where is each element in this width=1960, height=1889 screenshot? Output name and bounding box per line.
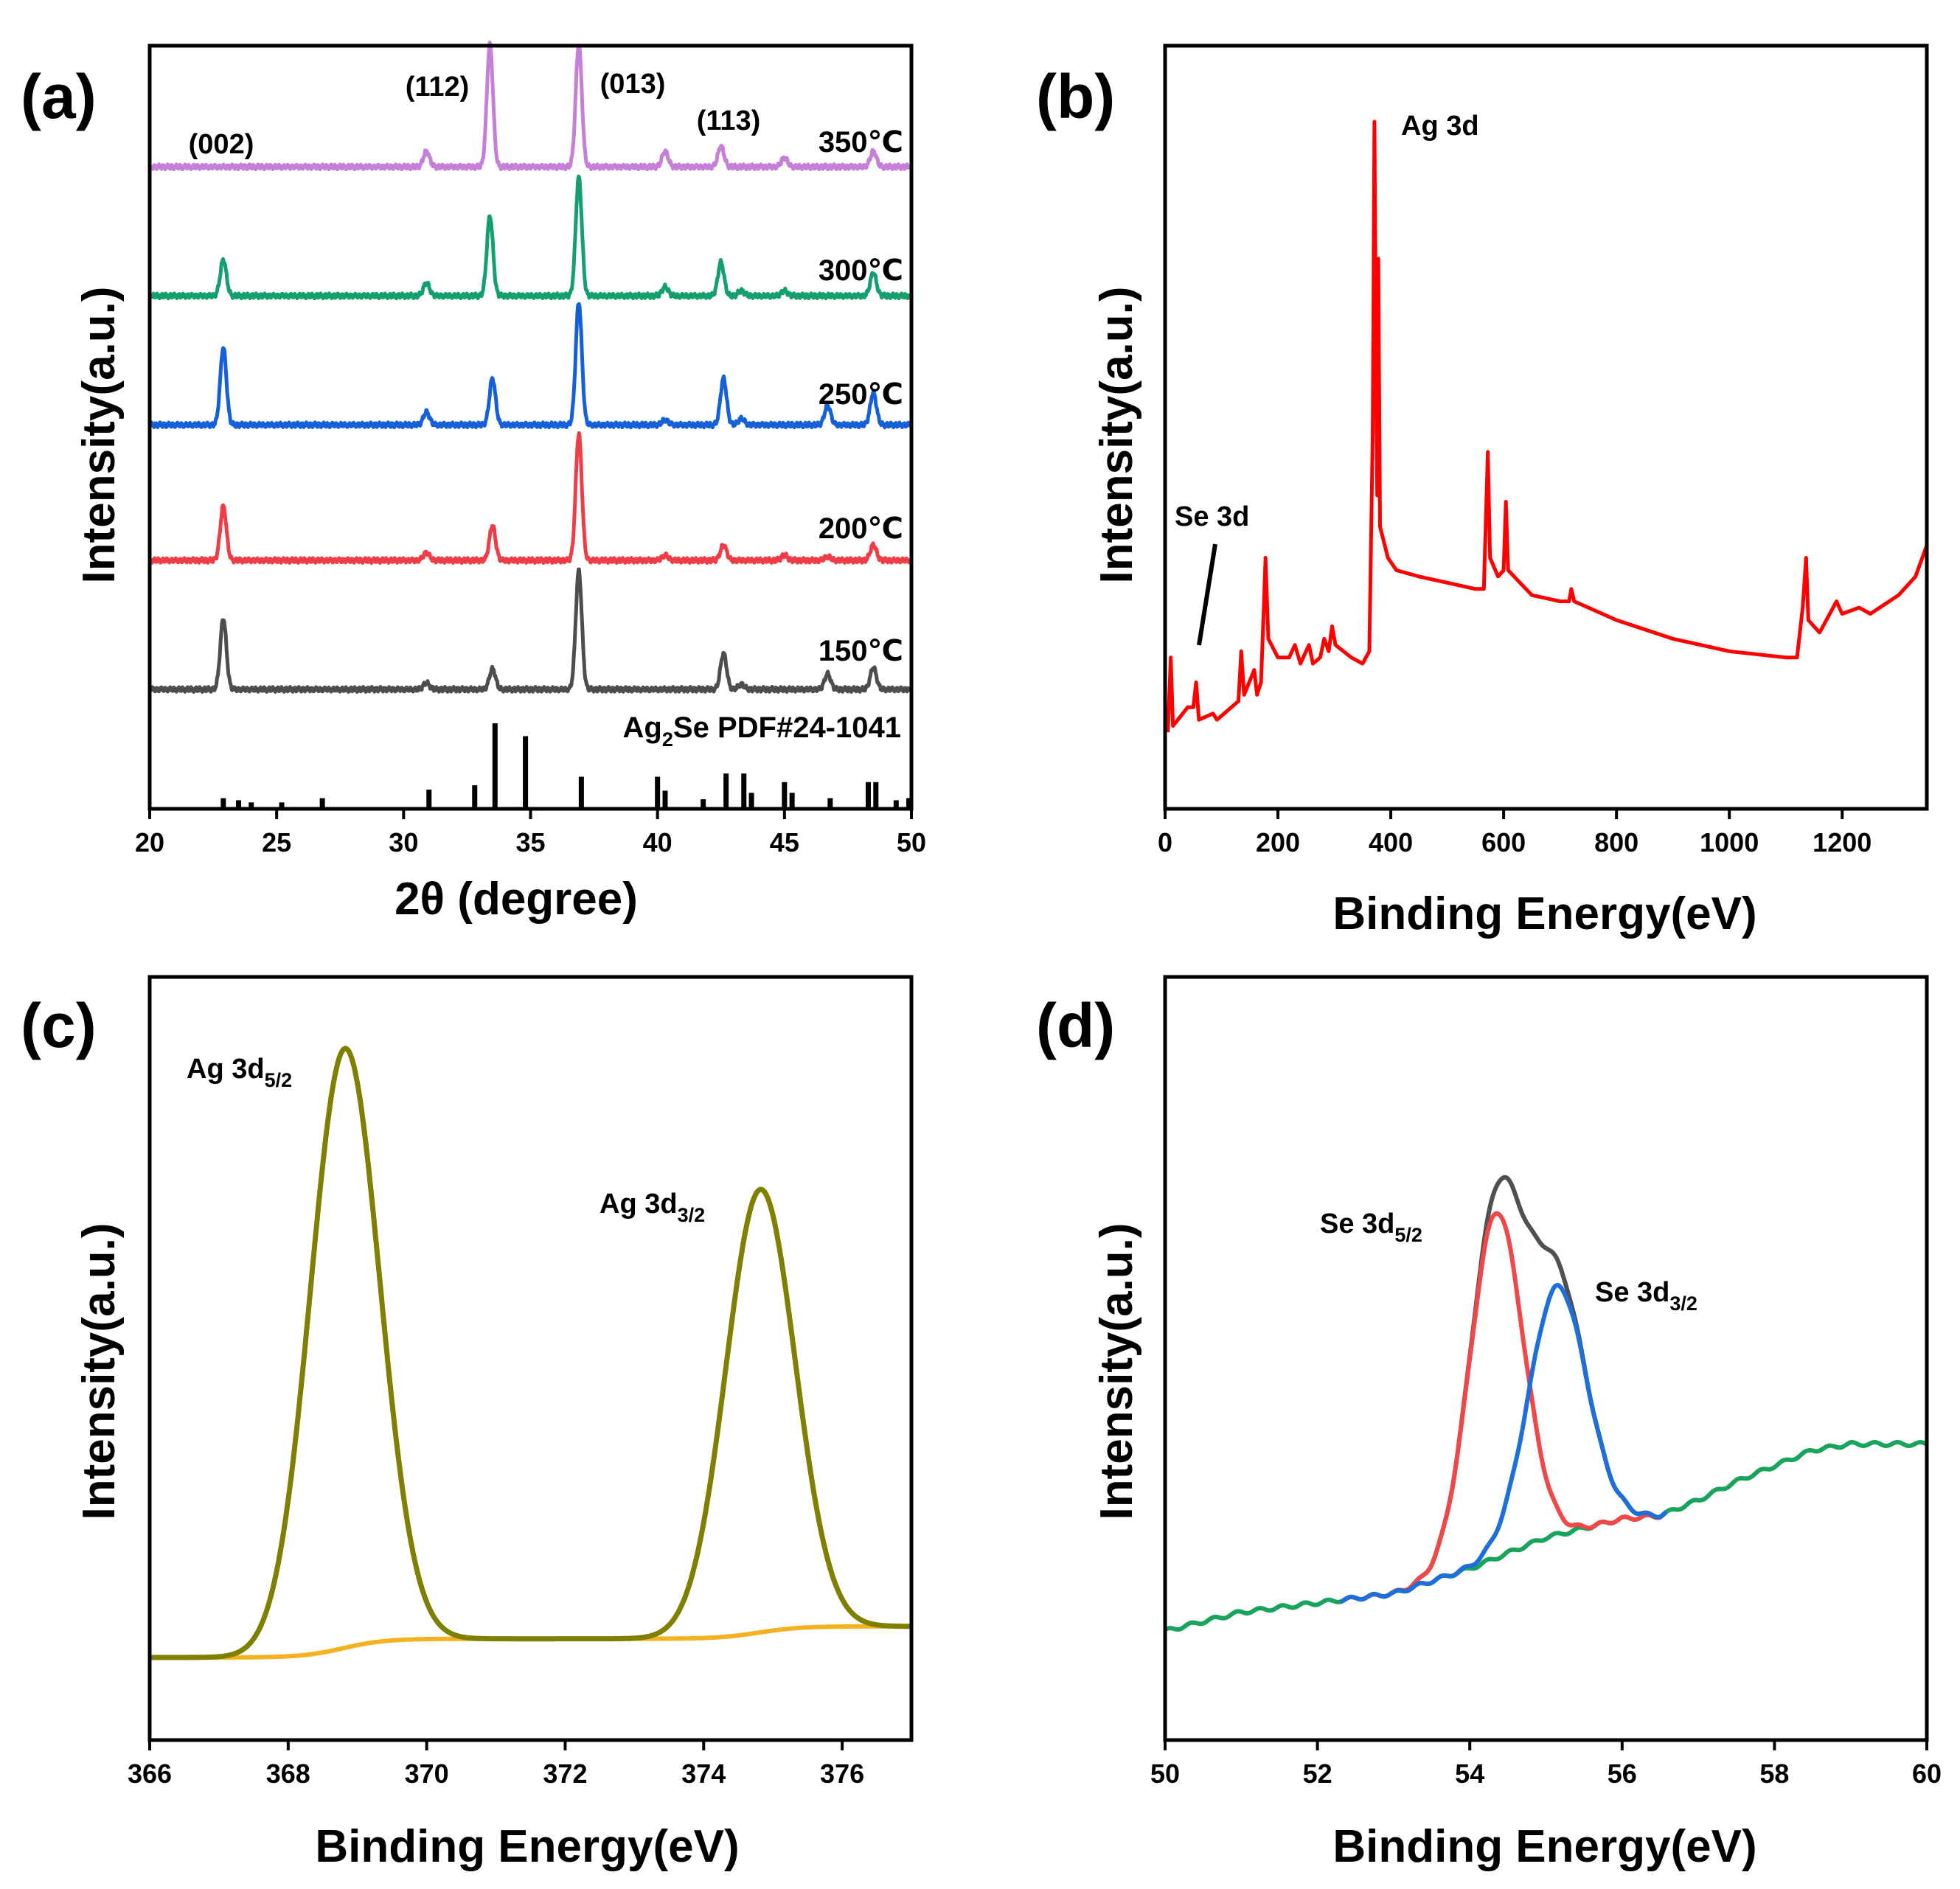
panel-b-x-axis-label: Binding Energy(eV)	[1332, 888, 1756, 939]
panel-2-x-tick-label: 368	[266, 1758, 310, 1789]
panel-1-x-tick-label: 1200	[1813, 827, 1872, 857]
series-label-150: 150℃	[819, 635, 903, 667]
peak-label-002: (002)	[189, 129, 254, 160]
panel-1-x-tick-label: 200	[1256, 827, 1300, 857]
annotation-se-3d: Se 3d	[1175, 501, 1249, 532]
panel-label-c: (c)	[21, 991, 97, 1060]
panel-d-y-axis-label: Intensity(a.u.)	[1091, 1222, 1142, 1520]
panel-a-y-axis-label: Intensity(a.u.)	[74, 286, 125, 583]
series-label-300: 300℃	[819, 254, 903, 287]
annotation-se-3d32: Se 3d3/2	[1595, 1277, 1697, 1315]
panel-3-x-tick-label: 52	[1303, 1758, 1332, 1789]
panel-c-frame	[147, 975, 914, 1742]
panel-label-b: (b)	[1036, 62, 1115, 131]
panel-3-x-tick-label: 50	[1150, 1758, 1180, 1789]
panel-c-y-axis-label: Intensity(a.u.)	[74, 1222, 125, 1520]
xps-survey-line	[1166, 119, 1929, 733]
panel-0-x-tick-label: 25	[262, 827, 291, 857]
panel-1-x-tick-label: 400	[1369, 827, 1413, 857]
annotation-se-3d52: Se 3d5/2	[1320, 1208, 1422, 1246]
panel-2-x-tick-label: 376	[820, 1758, 864, 1789]
se3d32-fit-line	[1339, 1283, 1668, 1604]
xrd-series-150℃	[149, 567, 911, 694]
panel-1-x-tick-label: 800	[1594, 827, 1638, 857]
se3d-background-line	[1164, 1439, 1928, 1632]
panel-b-ticks: 0 200 400 600 800 1000 1200	[1158, 809, 1872, 857]
panel-3-x-tick-label: 60	[1912, 1758, 1942, 1789]
panel-label-a: (a)	[21, 62, 97, 131]
panel-d-x-axis-label: Binding Energy(eV)	[1332, 1821, 1756, 1872]
panel-3-x-tick-label: 54	[1455, 1758, 1484, 1789]
xrd-series-300℃	[149, 174, 911, 301]
panel-2-x-tick-label: 370	[405, 1758, 449, 1789]
panel-a-x-axis-label: 2θ (degree)	[395, 874, 638, 925]
panel-c: (c) Intensity(a.u.) Binding Energy(eV) 3…	[21, 975, 914, 1872]
se3d52-fit-line	[1339, 1211, 1668, 1604]
xrd-series-350℃	[149, 41, 911, 172]
ag3d-background-line	[150, 1624, 911, 1660]
panel-2-x-tick-label: 372	[543, 1758, 587, 1789]
annotation-ag-3d32: Ag 3d3/2	[600, 1189, 705, 1226]
panel-0-x-tick-label: 50	[897, 827, 926, 857]
annotation-se-3d-pointer	[1197, 543, 1217, 646]
panel-0-x-tick-label: 45	[770, 827, 799, 857]
peak-label-013: (013)	[600, 69, 666, 100]
panel-0-x-tick-label: 20	[135, 827, 164, 857]
se3d-envelope-line	[1339, 1175, 1668, 1604]
xrd-series-200℃	[149, 431, 912, 565]
panel-b-y-axis-label: Intensity(a.u.)	[1091, 286, 1142, 583]
panel-a: (a) Intensity(a.u.) 2θ (degree) 20 25 30 35…	[21, 41, 926, 925]
panel-d: (d) Intensity(a.u.) Binding Energy(eV) 5…	[1036, 975, 1942, 1872]
series-label-200: 200℃	[819, 512, 903, 545]
panel-d-ticks: 50 52 54 56 58 60	[1150, 1740, 1942, 1789]
panel-c-series	[148, 1046, 913, 1660]
panel-1-x-tick-label: 0	[1158, 827, 1172, 857]
panel-0-x-tick-label: 40	[643, 827, 673, 857]
panel-0-x-tick-label: 30	[389, 827, 418, 857]
series-label-350: 350℃	[819, 126, 903, 159]
panel-2-x-tick-label: 366	[128, 1758, 172, 1789]
panel-1-x-tick-label: 600	[1481, 827, 1526, 857]
peak-label-112: (112)	[406, 72, 470, 102]
panel-3-x-tick-label: 58	[1759, 1758, 1789, 1789]
panel-b-frame	[1163, 44, 1929, 811]
panel-c-ticks: 366 368 370 372 374 376	[128, 1740, 864, 1789]
panel-a-series	[149, 41, 912, 694]
panel-3-x-tick-label: 56	[1608, 1758, 1637, 1789]
panel-b-series	[1166, 119, 1929, 733]
panel-0-x-tick-label: 35	[515, 827, 545, 857]
panel-a-ticks: 20 25 30 35 40 45 50	[135, 809, 926, 857]
panel-b: (b) Intensity(a.u.) Binding Energy(eV) 0…	[1036, 44, 1929, 939]
peak-label-113: (113)	[697, 105, 761, 136]
reference-label: Ag2Se PDF#24-1041	[623, 712, 901, 751]
panel-1-x-tick-label: 1000	[1700, 827, 1759, 857]
xrd-series-250℃	[149, 302, 911, 430]
panel-d-series	[1164, 1175, 1928, 1632]
panel-label-d: (d)	[1036, 991, 1115, 1060]
panel-d-frame	[1163, 975, 1929, 1742]
annotation-ag-3d: Ag 3d	[1401, 111, 1479, 142]
annotation-ag-3d52: Ag 3d5/2	[187, 1054, 292, 1091]
ag3d-envelope-line	[148, 1046, 913, 1660]
panel-c-x-axis-label: Binding Energy(eV)	[315, 1821, 739, 1872]
panel-a-peak-annotations: (002) (112) (013) (113)	[189, 69, 761, 160]
panel-a-series-labels: 350℃ 300℃ 250℃ 200℃ 150℃	[819, 126, 903, 667]
panel-a-frame	[147, 44, 914, 811]
panel-2-x-tick-label: 374	[681, 1758, 726, 1789]
series-label-250: 250℃	[819, 378, 903, 411]
